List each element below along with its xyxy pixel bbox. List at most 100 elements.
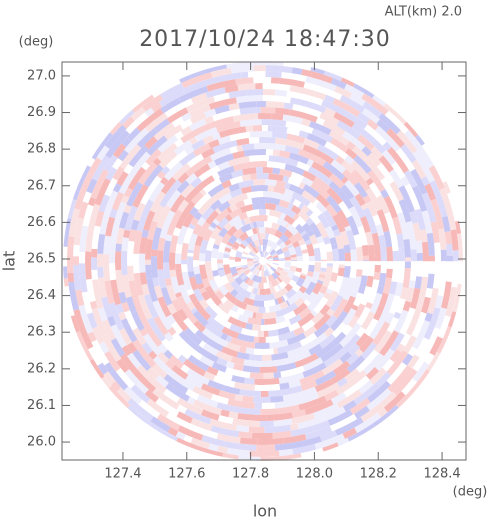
echo-cell: [266, 261, 273, 264]
echo-cell: [274, 440, 304, 451]
echo-cell: [201, 435, 226, 448]
echo-cell: [229, 323, 243, 334]
echo-cell: [174, 138, 184, 148]
echo-cell: [128, 153, 141, 168]
echo-cell: [387, 317, 399, 334]
echo-cell: [373, 272, 381, 281]
echo-cell: [132, 297, 148, 325]
echo-cell: [390, 236, 399, 252]
echo-cell: [285, 157, 299, 167]
echo-cell: [261, 402, 276, 410]
echo-cell: [176, 397, 204, 415]
echo-cell: [121, 344, 132, 357]
echo-cell: [113, 201, 127, 226]
echo-cell: [284, 294, 289, 300]
echo-cell: [292, 240, 300, 248]
echo-cell: [193, 300, 205, 314]
echo-cell: [433, 160, 449, 183]
echo-cell: [362, 101, 383, 118]
echo-cell: [281, 385, 303, 396]
echo-cell: [273, 418, 293, 427]
echo-cell: [170, 276, 181, 294]
echo-cell: [378, 272, 387, 287]
echo-cell: [421, 142, 439, 164]
echo-cell: [250, 235, 254, 242]
echo-cell: [156, 260, 164, 270]
echo-cell: [269, 339, 289, 349]
echo-cell: [275, 307, 289, 318]
echo-cell: [215, 208, 230, 223]
echo-cell: [97, 277, 106, 289]
echo-cell: [240, 321, 247, 329]
echo-cell: [258, 264, 263, 271]
echo-cell: [151, 226, 162, 250]
echo-cell: [197, 201, 211, 216]
echo-cell: [232, 150, 245, 160]
echo-cell: [301, 118, 311, 127]
echo-cell: [178, 330, 200, 351]
echo-cell: [212, 269, 220, 277]
echo-cell: [266, 262, 273, 267]
echo-cell: [252, 396, 263, 403]
echo-cell: [257, 330, 264, 338]
echo-cell: [135, 412, 152, 428]
echo-cell: [119, 328, 133, 346]
echo-cell: [257, 270, 260, 277]
echo-cell: [244, 277, 250, 284]
echo-cell: [218, 390, 228, 399]
echo-cell: [291, 204, 302, 215]
echo-cell: [238, 101, 257, 109]
echo-cell: [91, 248, 98, 258]
echo-cell: [152, 277, 160, 287]
echo-cell: [253, 239, 260, 247]
echo-cell: [136, 145, 149, 158]
echo-cell: [237, 413, 267, 422]
echo-cell: [289, 152, 310, 165]
echo-cell: [302, 436, 322, 447]
echo-cell: [236, 137, 250, 146]
echo-cell: [85, 229, 94, 252]
echo-cell: [78, 172, 94, 199]
echo-cell: [236, 286, 244, 294]
echo-cell: [255, 312, 263, 319]
echo-cell: [253, 336, 259, 343]
echo-cell: [279, 212, 287, 220]
echo-cell: [239, 71, 249, 79]
echo-cell: [181, 112, 192, 122]
echo-cell: [198, 340, 206, 348]
echo-cell: [273, 236, 280, 244]
echo-cell: [273, 185, 286, 195]
echo-cell: [214, 153, 234, 166]
echo-cell: [412, 361, 430, 383]
echo-cell: [313, 247, 322, 262]
echo-cell: [301, 319, 316, 332]
echo-cell: [226, 225, 238, 237]
echo-cell: [325, 203, 338, 218]
echo-cell: [218, 126, 247, 138]
echo-cell: [327, 280, 336, 291]
echo-cell: [91, 155, 111, 181]
echo-cell: [165, 382, 190, 402]
echo-cell: [296, 255, 303, 261]
echo-cell: [353, 292, 364, 307]
echo-cell: [121, 195, 130, 204]
echo-cell: [305, 426, 333, 440]
y-tick-label: 26.2: [27, 361, 56, 376]
echo-cell: [228, 215, 242, 227]
echo-cell: [339, 339, 347, 348]
echo-cell: [164, 161, 184, 181]
echo-cell: [73, 244, 80, 257]
echo-cell: [115, 243, 122, 252]
echo-cell: [289, 109, 318, 123]
echo-cell: [82, 191, 92, 204]
echo-cell: [421, 296, 431, 314]
echo-cell: [97, 307, 108, 322]
echo-cell: [177, 354, 187, 364]
echo-cell: [287, 202, 294, 211]
echo-cell: [269, 249, 277, 256]
y-unit: (deg): [19, 35, 54, 50]
echo-cell: [321, 99, 348, 117]
echo-cell: [218, 269, 226, 278]
echo-cell: [179, 151, 197, 167]
